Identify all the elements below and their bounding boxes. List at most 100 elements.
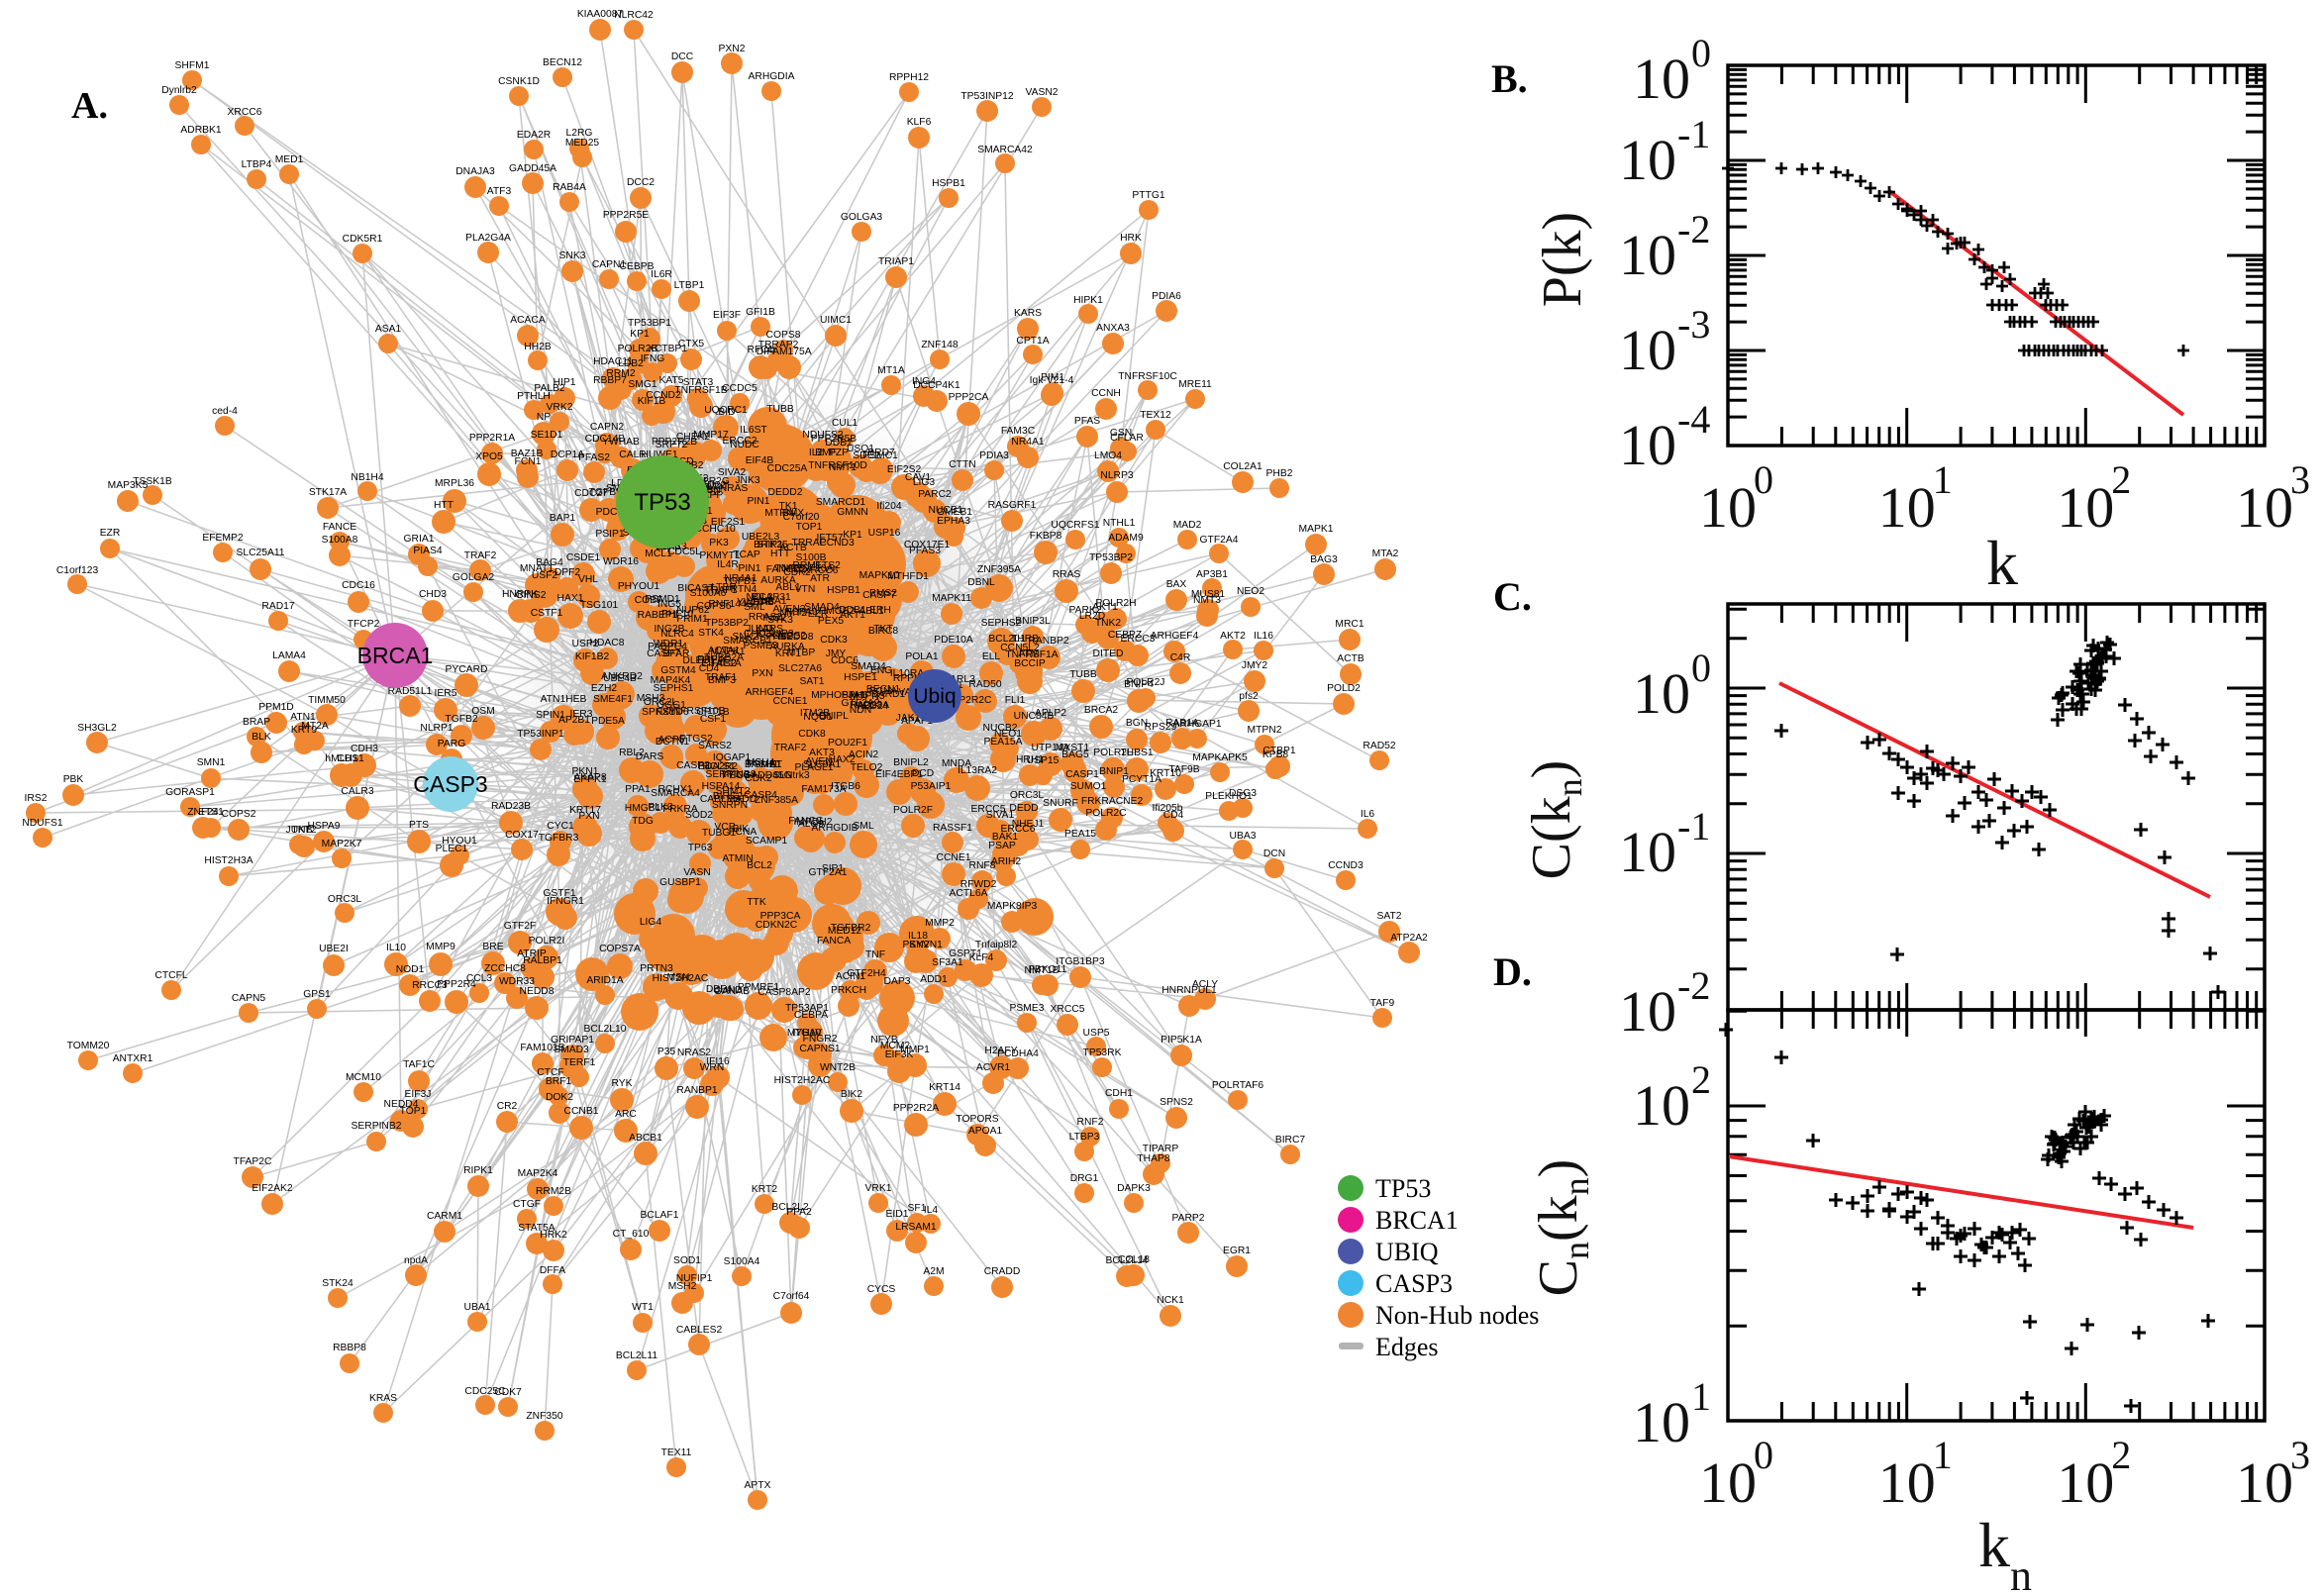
svg-text:MT2A: MT2A bbox=[301, 721, 329, 732]
svg-text:ATF3: ATF3 bbox=[487, 186, 512, 197]
svg-text:CASP4: CASP4 bbox=[744, 790, 777, 801]
svg-text:IFT57: IFT57 bbox=[817, 533, 844, 544]
svg-text:BNIP4: BNIP4 bbox=[1124, 679, 1154, 690]
svg-text:ETS1: ETS1 bbox=[198, 807, 224, 818]
svg-text:SMAD4: SMAD4 bbox=[851, 661, 886, 672]
svg-text:-1: -1 bbox=[1677, 112, 1710, 156]
svg-text:RPS29: RPS29 bbox=[1145, 722, 1177, 733]
svg-text:CD4: CD4 bbox=[699, 663, 720, 674]
svg-text:PJA1: PJA1 bbox=[842, 690, 866, 701]
svg-text:10: 10 bbox=[1633, 1390, 1690, 1454]
svg-text:VTN: VTN bbox=[795, 584, 816, 595]
svg-text:PTTG1: PTTG1 bbox=[1132, 190, 1164, 201]
svg-text:MAPK1: MAPK1 bbox=[711, 647, 746, 657]
svg-text:ZNF148: ZNF148 bbox=[921, 340, 958, 350]
svg-text:LTBP1: LTBP1 bbox=[674, 280, 705, 291]
svg-text:POLR2I: POLR2I bbox=[529, 936, 565, 947]
svg-text:10: 10 bbox=[2236, 475, 2293, 540]
svg-text:HRK2: HRK2 bbox=[540, 1230, 567, 1241]
svg-text:CAPNS1: CAPNS1 bbox=[799, 1044, 840, 1054]
svg-text:PXN: PXN bbox=[578, 811, 599, 822]
svg-text:2: 2 bbox=[1691, 1057, 1711, 1102]
svg-text:SDC2: SDC2 bbox=[853, 450, 880, 461]
svg-text:RIPK1: RIPK1 bbox=[463, 1165, 493, 1176]
svg-text:NMT3: NMT3 bbox=[1193, 595, 1221, 606]
svg-text:TRRAP2: TRRAP2 bbox=[758, 340, 799, 350]
svg-text:BCL2L14: BCL2L14 bbox=[1106, 1255, 1149, 1266]
svg-text:A.: A. bbox=[71, 85, 108, 127]
svg-text:DCN: DCN bbox=[1263, 848, 1285, 859]
svg-text:HRK: HRK bbox=[1120, 233, 1142, 244]
svg-text:THBS1: THBS1 bbox=[1120, 748, 1153, 758]
svg-text:CCL3: CCL3 bbox=[466, 973, 493, 984]
svg-text:NEDD8: NEDD8 bbox=[520, 986, 555, 997]
svg-text:SMARCD1: SMARCD1 bbox=[816, 497, 866, 508]
svg-text:TNFRSF10D: TNFRSF10D bbox=[808, 460, 867, 471]
svg-text:IL18: IL18 bbox=[908, 931, 928, 942]
svg-text:TP53BP1: TP53BP1 bbox=[628, 318, 671, 329]
svg-text:PPP4C: PPP4C bbox=[697, 654, 731, 665]
svg-text:BAG3: BAG3 bbox=[1310, 554, 1338, 565]
svg-text:CFLAR: CFLAR bbox=[1110, 433, 1144, 444]
svg-text:SF1: SF1 bbox=[908, 1203, 927, 1214]
svg-text:CDK2: CDK2 bbox=[745, 773, 772, 784]
svg-text:TUBB: TUBB bbox=[766, 404, 794, 415]
svg-text:STK25: STK25 bbox=[757, 540, 788, 550]
svg-text:RPPH12: RPPH12 bbox=[889, 72, 929, 83]
svg-text:ARHGDIB: ARHGDIB bbox=[812, 823, 858, 834]
svg-text:RCHY1: RCHY1 bbox=[658, 784, 693, 795]
svg-text:NR4A1: NR4A1 bbox=[1011, 437, 1044, 448]
svg-text:BRD7: BRD7 bbox=[867, 448, 895, 458]
svg-text:DCC2: DCC2 bbox=[627, 177, 655, 188]
svg-text:ERCC6: ERCC6 bbox=[1001, 824, 1036, 835]
svg-text:-1: -1 bbox=[1677, 804, 1710, 848]
svg-text:ACTA1: ACTA1 bbox=[708, 646, 741, 656]
svg-text:ATN1HEB: ATN1HEB bbox=[541, 694, 587, 705]
svg-text:10: 10 bbox=[1619, 413, 1676, 477]
svg-text:HIPK1: HIPK1 bbox=[1073, 295, 1103, 306]
svg-text:GOLGA3: GOLGA3 bbox=[841, 212, 883, 223]
svg-text:TK1: TK1 bbox=[779, 501, 798, 512]
svg-text:Non-Hub nodes: Non-Hub nodes bbox=[1375, 1301, 1539, 1330]
svg-text:MTPN3: MTPN3 bbox=[851, 691, 885, 702]
svg-text:DRG1: DRG1 bbox=[1070, 1173, 1099, 1184]
svg-text:TDG: TDG bbox=[632, 816, 654, 827]
svg-text:1: 1 bbox=[1933, 457, 1953, 502]
svg-text:RPPH1: RPPH1 bbox=[893, 673, 928, 684]
svg-text:TKT: TKT bbox=[873, 624, 893, 635]
svg-text:GINS2: GINS2 bbox=[516, 590, 547, 601]
svg-text:10: 10 bbox=[1619, 820, 1676, 884]
svg-text:CAPN2: CAPN2 bbox=[590, 422, 625, 433]
svg-text:UBA3: UBA3 bbox=[1230, 831, 1257, 842]
svg-text:KIAA0087: KIAA0087 bbox=[577, 9, 624, 20]
svg-text:CTCF: CTCF bbox=[537, 1067, 563, 1078]
svg-text:ARIH2: ARIH2 bbox=[991, 856, 1022, 867]
svg-text:CTCFL: CTCFL bbox=[154, 970, 187, 981]
svg-text:LRSAM1: LRSAM1 bbox=[895, 1222, 936, 1233]
svg-text:10: 10 bbox=[1619, 128, 1676, 192]
svg-text:SF3A1: SF3A1 bbox=[932, 957, 963, 968]
svg-text:YWHAB: YWHAB bbox=[602, 437, 640, 448]
svg-text:OSM: OSM bbox=[471, 706, 494, 717]
svg-text:GSN: GSN bbox=[1110, 428, 1132, 439]
svg-text:MRC1: MRC1 bbox=[1335, 619, 1364, 630]
svg-text:CR2: CR2 bbox=[497, 1101, 518, 1112]
svg-text:PFAS: PFAS bbox=[1074, 416, 1100, 427]
svg-text:UBIQ: UBIQ bbox=[1375, 1238, 1439, 1266]
svg-text:TOP1: TOP1 bbox=[400, 1106, 427, 1117]
svg-text:NEO1: NEO1 bbox=[994, 729, 1022, 740]
svg-text:SPIN1: SPIN1 bbox=[536, 710, 565, 721]
svg-text:COL2A1: COL2A1 bbox=[1223, 461, 1262, 472]
svg-text:NMT1: NMT1 bbox=[829, 462, 857, 473]
svg-text:GTF2A1: GTF2A1 bbox=[809, 867, 848, 878]
svg-text:FKBP8: FKBP8 bbox=[1030, 531, 1062, 542]
svg-text:DBNL: DBNL bbox=[967, 577, 995, 588]
svg-text:PARK2: PARK2 bbox=[1068, 605, 1101, 616]
svg-text:RAD23A: RAD23A bbox=[850, 700, 889, 711]
svg-text:NLRP1: NLRP1 bbox=[420, 723, 453, 734]
svg-text:BIK2: BIK2 bbox=[841, 1089, 863, 1100]
svg-text:NLRP3: NLRP3 bbox=[1100, 470, 1133, 481]
svg-text:ORC3L: ORC3L bbox=[328, 894, 362, 905]
svg-text:ERCC5: ERCC5 bbox=[971, 804, 1006, 815]
svg-text:CCNE1: CCNE1 bbox=[773, 696, 808, 707]
